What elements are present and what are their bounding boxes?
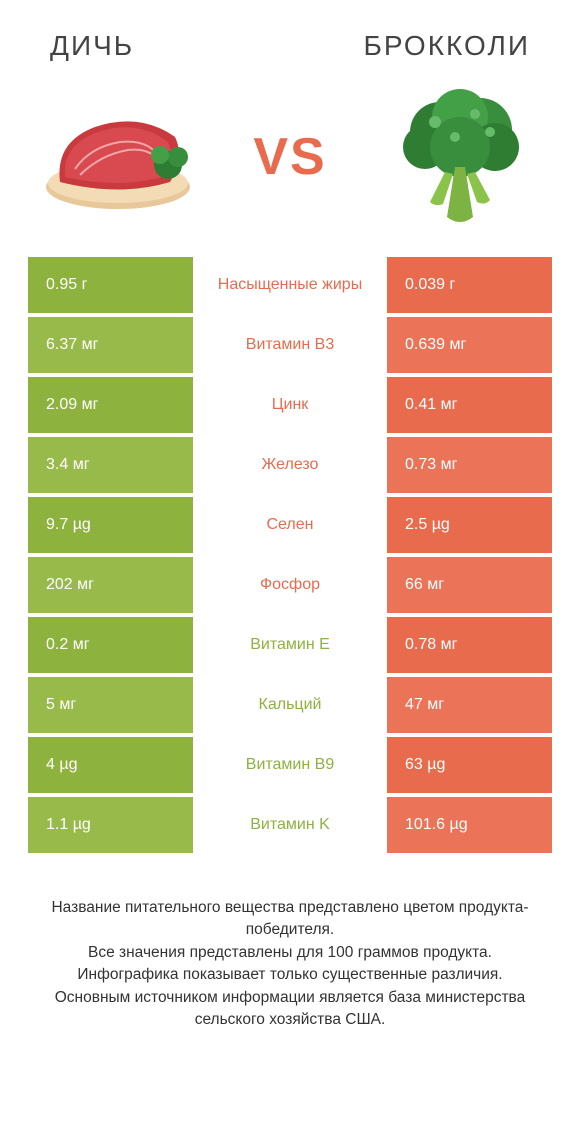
table-row: 2.09 мгЦинк0.41 мг	[28, 377, 552, 433]
value-right: 0.78 мг	[387, 617, 552, 673]
table-row: 3.4 мгЖелезо0.73 мг	[28, 437, 552, 493]
table-row: 5 мгКальций47 мг	[28, 677, 552, 733]
comparison-table: 0.95 гНасыщенные жиры0.039 г6.37 мгВитам…	[0, 257, 580, 853]
footnote-line: Основным источником информации является …	[30, 987, 550, 1032]
value-right: 0.639 мг	[387, 317, 552, 373]
nutrient-label: Насыщенные жиры	[193, 257, 387, 313]
nutrient-label: Селен	[193, 497, 387, 553]
nutrient-label: Фосфор	[193, 557, 387, 613]
value-right: 66 мг	[387, 557, 552, 613]
table-row: 0.95 гНасыщенные жиры0.039 г	[28, 257, 552, 313]
table-row: 1.1 µgВитамин K101.6 µg	[28, 797, 552, 853]
value-left: 5 мг	[28, 677, 193, 733]
value-left: 0.2 мг	[28, 617, 193, 673]
vs-label: VS	[253, 127, 326, 187]
value-right: 0.73 мг	[387, 437, 552, 493]
table-row: 4 µgВитамин B963 µg	[28, 737, 552, 793]
title-left: ДИЧЬ	[50, 30, 134, 62]
nutrient-label: Витамин K	[193, 797, 387, 853]
nutrient-label: Кальций	[193, 677, 387, 733]
value-left: 3.4 мг	[28, 437, 193, 493]
value-right: 0.41 мг	[387, 377, 552, 433]
value-left: 2.09 мг	[28, 377, 193, 433]
nutrient-label: Витамин B3	[193, 317, 387, 373]
meat-icon	[40, 87, 200, 227]
value-left: 1.1 µg	[28, 797, 193, 853]
broccoli-icon	[380, 87, 540, 227]
value-left: 4 µg	[28, 737, 193, 793]
table-row: 0.2 мгВитамин E0.78 мг	[28, 617, 552, 673]
footnote: Название питательного вещества представл…	[0, 857, 580, 1032]
footnote-line: Все значения представлены для 100 граммо…	[30, 942, 550, 964]
header: ДИЧЬ БРОККОЛИ	[0, 0, 580, 72]
value-right: 0.039 г	[387, 257, 552, 313]
value-right: 2.5 µg	[387, 497, 552, 553]
value-right: 63 µg	[387, 737, 552, 793]
nutrient-label: Цинк	[193, 377, 387, 433]
value-left: 9.7 µg	[28, 497, 193, 553]
nutrient-label: Железо	[193, 437, 387, 493]
table-row: 9.7 µgСелен2.5 µg	[28, 497, 552, 553]
value-right: 101.6 µg	[387, 797, 552, 853]
footnote-line: Название питательного вещества представл…	[30, 897, 550, 942]
images-row: VS	[0, 72, 580, 257]
table-row: 202 мгФосфор66 мг	[28, 557, 552, 613]
value-right: 47 мг	[387, 677, 552, 733]
nutrient-label: Витамин E	[193, 617, 387, 673]
title-right: БРОККОЛИ	[364, 30, 531, 62]
table-row: 6.37 мгВитамин B30.639 мг	[28, 317, 552, 373]
value-left: 202 мг	[28, 557, 193, 613]
nutrient-label: Витамин B9	[193, 737, 387, 793]
footnote-line: Инфографика показывает только существенн…	[30, 964, 550, 986]
value-left: 0.95 г	[28, 257, 193, 313]
value-left: 6.37 мг	[28, 317, 193, 373]
